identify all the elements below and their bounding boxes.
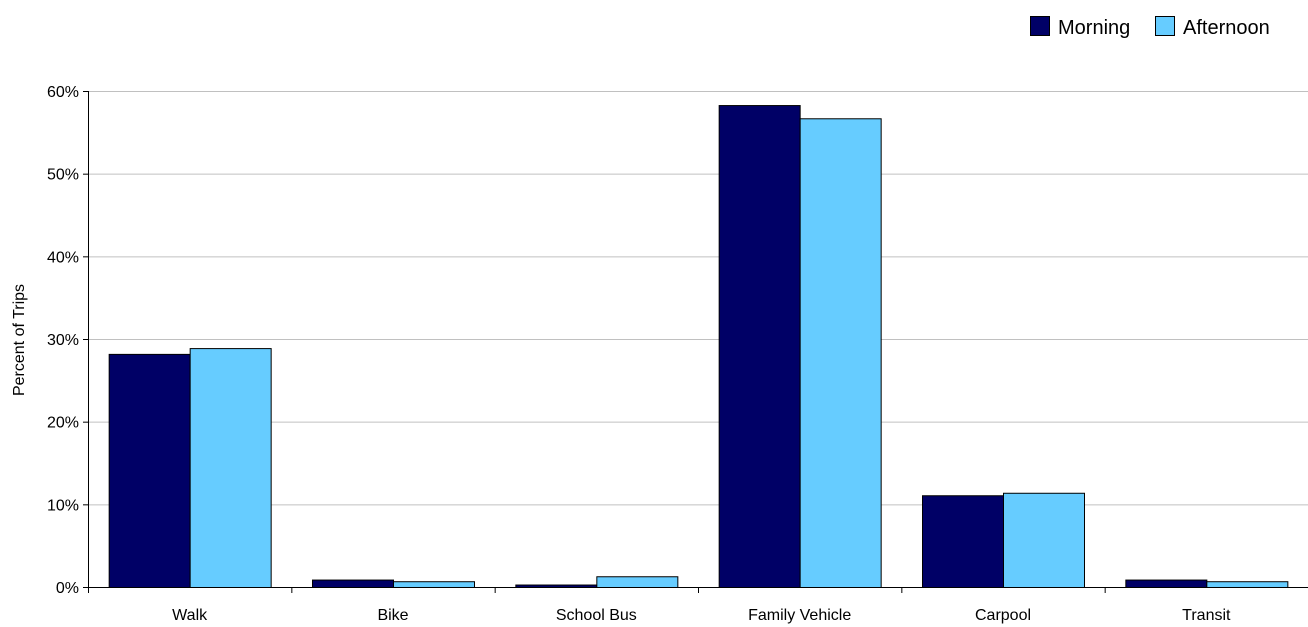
legend-swatch-afternoon [1155,16,1175,36]
bar-morning-walk [108,353,191,588]
legend-swatch-morning [1030,16,1050,36]
y-axis-label: Percent of Trips [11,284,28,396]
bar-morning-bike [312,579,394,588]
y-tick-label-30: 30% [47,332,79,349]
bar-afternoon-walk [189,348,272,588]
x-tick-label-carpool: Carpool [975,607,1031,624]
bars [108,105,1289,589]
y-tick-labels: 0% 10% 20% 30% 40% 50% 60% [47,84,79,597]
y-tick-label-20: 20% [47,415,79,432]
y-tick-label-50: 50% [47,167,79,184]
bar-afternoon-carpool [1003,492,1085,589]
y-tick-label-60: 60% [47,84,79,101]
bar-morning-family-vehicle [718,105,801,588]
x-tick-label-family-vehicle: Family Vehicle [748,607,851,624]
x-tick-label-walk: Walk [172,607,208,624]
bar-afternoon-bike [393,581,475,588]
x-tick-label-school-bus: School Bus [556,607,637,624]
bar-afternoon-school-bus [596,576,679,589]
bar-morning-carpool [922,495,1004,588]
x-tick-labels: Walk Bike School Bus Family Vehicle Carpool T… [172,607,1231,624]
bar-afternoon-family-vehicle [799,118,882,588]
x-tick-label-bike: Bike [377,607,408,624]
legend-label-morning: Morning [1058,17,1130,39]
y-tick-label-10: 10% [47,497,79,514]
bar-morning-transit [1125,579,1208,588]
x-tick-label-transit: Transit [1182,607,1231,624]
gridlines [88,91,1308,506]
y-tick-label-0: 0% [56,580,79,597]
y-tick-label-40: 40% [47,249,79,266]
bar-afternoon-transit [1206,581,1289,588]
legend: Morning Afternoon [1030,16,1270,39]
axes [83,91,1308,593]
legend-label-afternoon: Afternoon [1183,17,1270,39]
